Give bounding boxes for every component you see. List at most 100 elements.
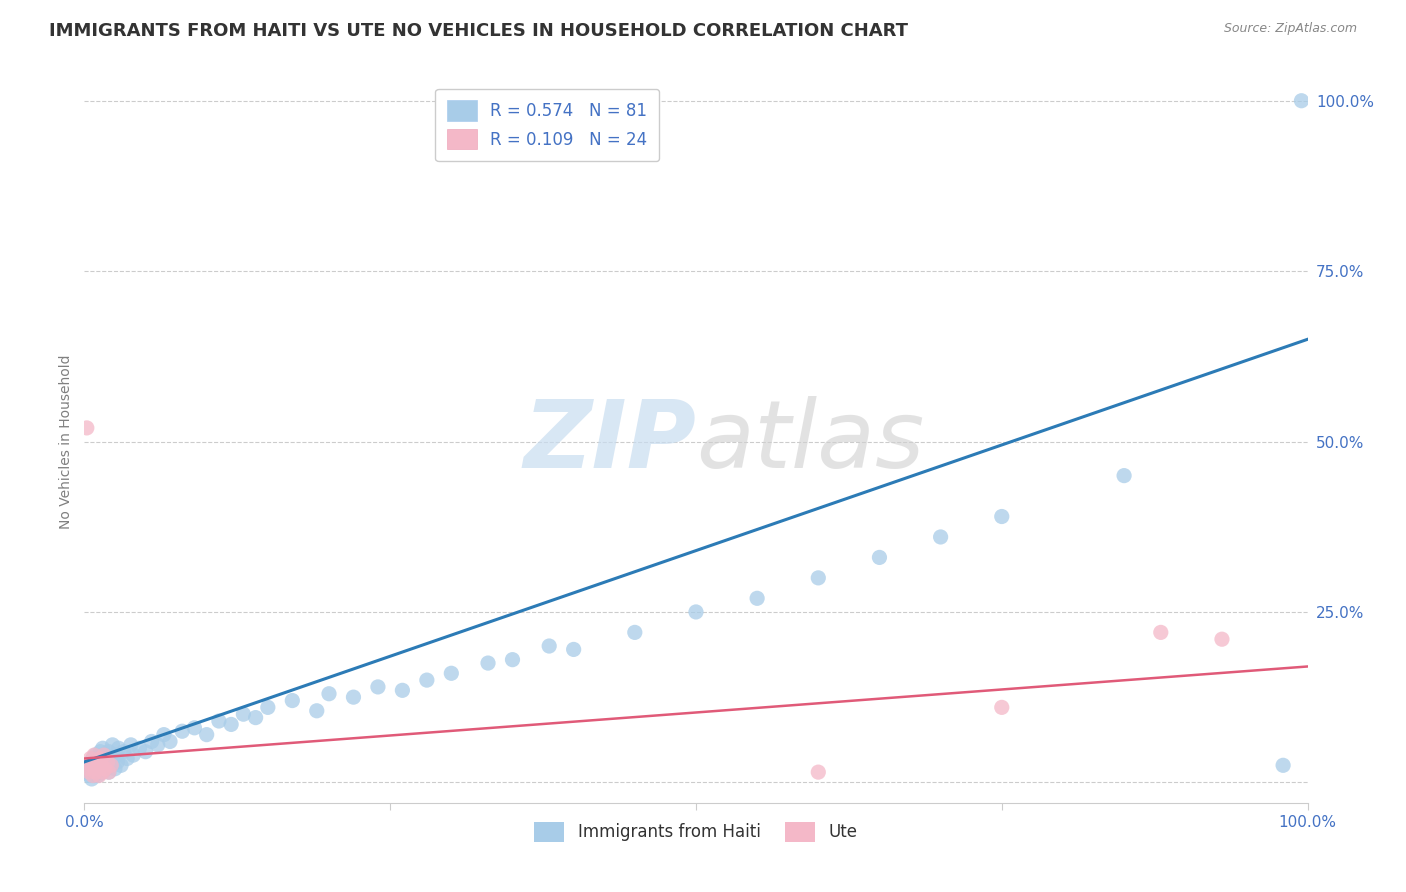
Point [91, 741, 114, 756]
Point [76, 421, 98, 435]
Point [100, 758, 122, 772]
Point [1211, 632, 1233, 647]
Point [84, 758, 107, 772]
Point [416, 673, 439, 687]
Point [84, 748, 107, 763]
Point [83, 758, 105, 772]
Legend: Immigrants from Haiti, Ute: Immigrants from Haiti, Ute [527, 815, 865, 848]
Point [79, 765, 101, 780]
Point [1114, 468, 1136, 483]
Point [82, 751, 104, 765]
Point [77, 768, 100, 782]
Point [101, 738, 124, 752]
Text: IMMIGRANTS FROM HAITI VS UTE NO VEHICLES IN HOUSEHOLD CORRELATION CHART: IMMIGRANTS FROM HAITI VS UTE NO VEHICLES… [49, 22, 908, 40]
Point [90, 755, 112, 769]
Point [83, 748, 105, 763]
Point [87, 768, 110, 782]
Point [97, 755, 120, 769]
Point [208, 714, 231, 728]
Point [80, 758, 103, 772]
Point [342, 690, 364, 705]
Point [367, 680, 389, 694]
Point [245, 710, 267, 724]
Point [80, 772, 103, 786]
Point [93, 758, 115, 772]
Text: Source: ZipAtlas.com: Source: ZipAtlas.com [1223, 22, 1357, 36]
Point [112, 745, 135, 759]
Point [391, 683, 413, 698]
Point [90, 758, 112, 772]
Point [281, 693, 304, 707]
Point [135, 745, 157, 759]
Point [1291, 94, 1313, 108]
Point [110, 758, 132, 772]
Point [96, 762, 118, 776]
Point [538, 639, 561, 653]
Point [1150, 625, 1173, 640]
Point [115, 751, 138, 765]
Point [76, 765, 98, 780]
Point [440, 666, 463, 681]
Y-axis label: No Vehicles in Household: No Vehicles in Household [59, 354, 73, 529]
Point [90, 762, 112, 776]
Point [87, 762, 110, 776]
Point [77, 765, 100, 780]
Point [153, 728, 176, 742]
Point [219, 717, 242, 731]
Point [318, 687, 340, 701]
Point [128, 741, 150, 756]
Point [624, 625, 647, 640]
Point [991, 509, 1014, 524]
Point [991, 700, 1014, 714]
Point [82, 768, 104, 782]
Point [807, 765, 830, 780]
Point [87, 758, 110, 772]
Point [1272, 758, 1295, 772]
Point [93, 748, 115, 763]
Point [502, 653, 524, 667]
Point [105, 755, 128, 769]
Point [97, 765, 120, 780]
Point [120, 738, 142, 752]
Point [477, 656, 499, 670]
Point [87, 762, 110, 776]
Point [747, 591, 769, 606]
Point [77, 762, 100, 776]
Point [87, 768, 110, 782]
Point [159, 734, 181, 748]
Point [562, 642, 585, 657]
Point [105, 748, 128, 763]
Point [86, 765, 108, 780]
Point [257, 700, 280, 714]
Point [232, 707, 254, 722]
Point [869, 550, 891, 565]
Point [89, 765, 111, 780]
Text: atlas: atlas [696, 396, 924, 487]
Point [79, 751, 101, 765]
Point [87, 751, 110, 765]
Point [807, 571, 830, 585]
Point [97, 765, 120, 780]
Point [83, 768, 105, 782]
Point [685, 605, 707, 619]
Point [82, 763, 104, 777]
Point [77, 762, 100, 776]
Point [86, 755, 108, 769]
Point [79, 755, 101, 769]
Point [97, 755, 120, 769]
Point [172, 724, 194, 739]
Point [93, 748, 115, 763]
Point [122, 748, 145, 763]
Point [80, 758, 103, 772]
Point [107, 741, 129, 756]
Point [195, 728, 218, 742]
Point [97, 745, 120, 759]
Point [86, 755, 108, 769]
Point [84, 765, 107, 780]
Point [89, 745, 111, 759]
Text: ZIP: ZIP [523, 395, 696, 488]
Point [91, 765, 114, 780]
Point [141, 734, 163, 748]
Point [104, 762, 127, 776]
Point [83, 762, 105, 776]
